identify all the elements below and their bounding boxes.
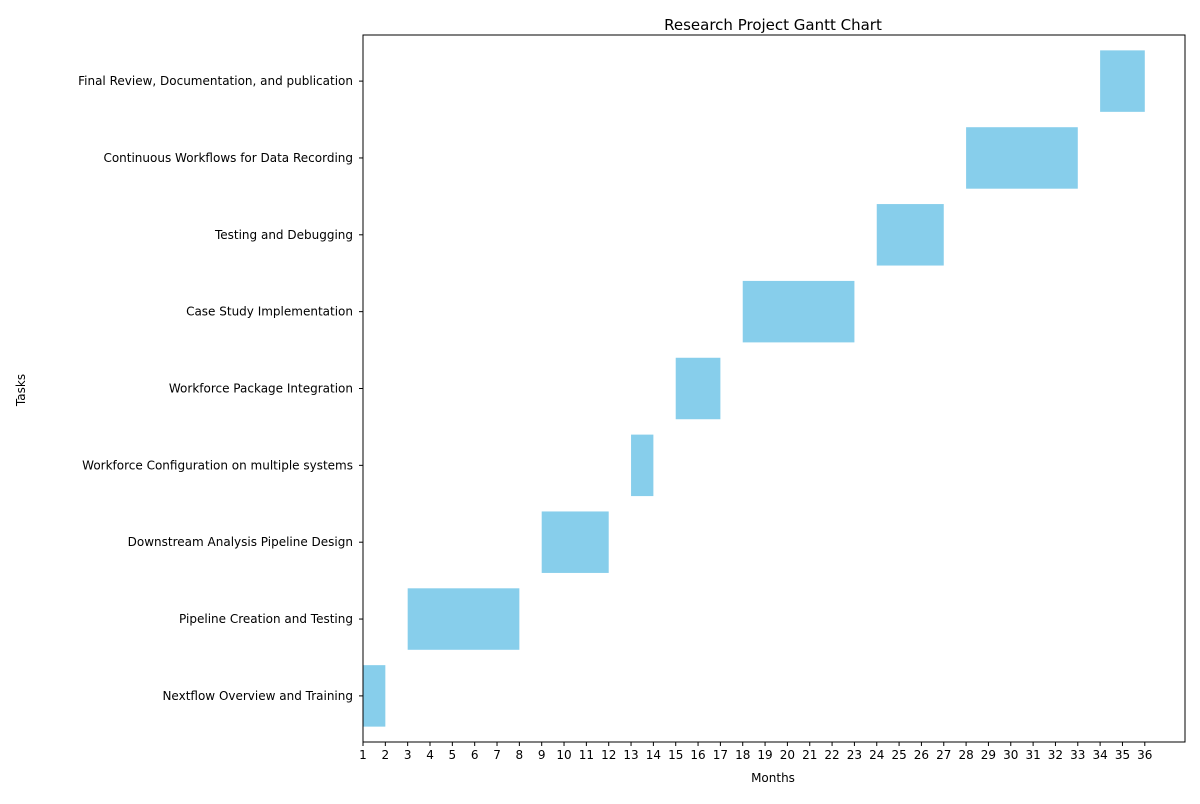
y-tick-label: Nextflow Overview and Training [162, 689, 353, 703]
x-tick-label: 7 [493, 748, 501, 762]
x-ticks-layer: 1 2 3 4 5 6 7 8 9 10 11 12 13 14 15 16 17 18 19 20 21 22 23 24 2… [359, 742, 1152, 762]
x-axis-label: Months [751, 771, 795, 785]
x-tick-label: 26 [914, 748, 929, 762]
x-tick-label: 31 [1025, 748, 1040, 762]
x-tick-label: 27 [936, 748, 951, 762]
y-tick-label: Final Review, Documentation, and publica… [78, 74, 353, 88]
x-tick-label: 22 [824, 748, 839, 762]
y-tick-label: Continuous Workflows for Data Recording [103, 151, 353, 165]
x-tick-label: 24 [869, 748, 884, 762]
x-tick-label: 25 [891, 748, 906, 762]
x-tick-label: 18 [735, 748, 750, 762]
x-tick-label: 16 [690, 748, 705, 762]
x-tick-label: 34 [1092, 748, 1107, 762]
y-tick-label: Testing and Debugging [214, 228, 353, 242]
x-tick-label: 9 [538, 748, 546, 762]
y-axis-label: Tasks [14, 374, 28, 407]
x-tick-label: 36 [1137, 748, 1152, 762]
x-tick-label: 4 [426, 748, 434, 762]
x-tick-label: 29 [981, 748, 996, 762]
x-tick-label: 30 [1003, 748, 1018, 762]
task-bar [631, 434, 654, 497]
y-tick-label: Workforce Package Integration [169, 382, 353, 396]
task-bar [363, 665, 386, 727]
x-tick-label: 23 [847, 748, 862, 762]
x-tick-label: 13 [623, 748, 638, 762]
x-tick-label: 5 [449, 748, 457, 762]
x-tick-label: 8 [516, 748, 524, 762]
plot-frame [362, 34, 1186, 743]
x-tick-label: 1 [359, 748, 367, 762]
task-bar [407, 588, 520, 650]
y-tick-label: Pipeline Creation and Testing [179, 612, 353, 626]
x-tick-label: 35 [1115, 748, 1130, 762]
x-tick-label: 21 [802, 748, 817, 762]
y-tick-label: Workforce Configuration on multiple syst… [82, 458, 353, 472]
x-tick-label: 12 [601, 748, 616, 762]
task-bar [1100, 50, 1145, 112]
bars-layer [363, 50, 1145, 727]
x-tick-label: 17 [713, 748, 728, 762]
x-tick-label: 10 [556, 748, 571, 762]
task-bar [675, 357, 721, 420]
y-tick-label: Case Study Implementation [186, 305, 353, 319]
x-tick-label: 28 [958, 748, 973, 762]
x-tick-label: 20 [780, 748, 795, 762]
task-bar [742, 280, 855, 343]
task-bar [876, 204, 944, 266]
x-tick-label: 3 [404, 748, 412, 762]
x-tick-label: 15 [668, 748, 683, 762]
x-tick-label: 2 [382, 748, 390, 762]
x-tick-label: 33 [1070, 748, 1085, 762]
y-ticks-layer: Nextflow Overview and Training Pipeline C… [78, 74, 363, 703]
chart-title: Research Project Gantt Chart [664, 16, 882, 34]
x-tick-label: 32 [1048, 748, 1063, 762]
task-bar [541, 511, 609, 573]
x-tick-label: 6 [471, 748, 479, 762]
x-tick-label: 14 [646, 748, 661, 762]
x-tick-label: 19 [757, 748, 772, 762]
x-tick-label: 11 [579, 748, 594, 762]
task-bar [966, 127, 1078, 189]
y-tick-label: Downstream Analysis Pipeline Design [128, 535, 353, 549]
